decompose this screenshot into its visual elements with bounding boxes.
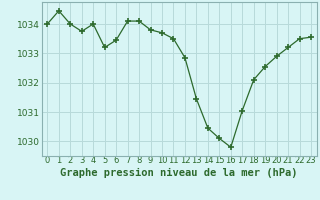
- X-axis label: Graphe pression niveau de la mer (hPa): Graphe pression niveau de la mer (hPa): [60, 168, 298, 178]
